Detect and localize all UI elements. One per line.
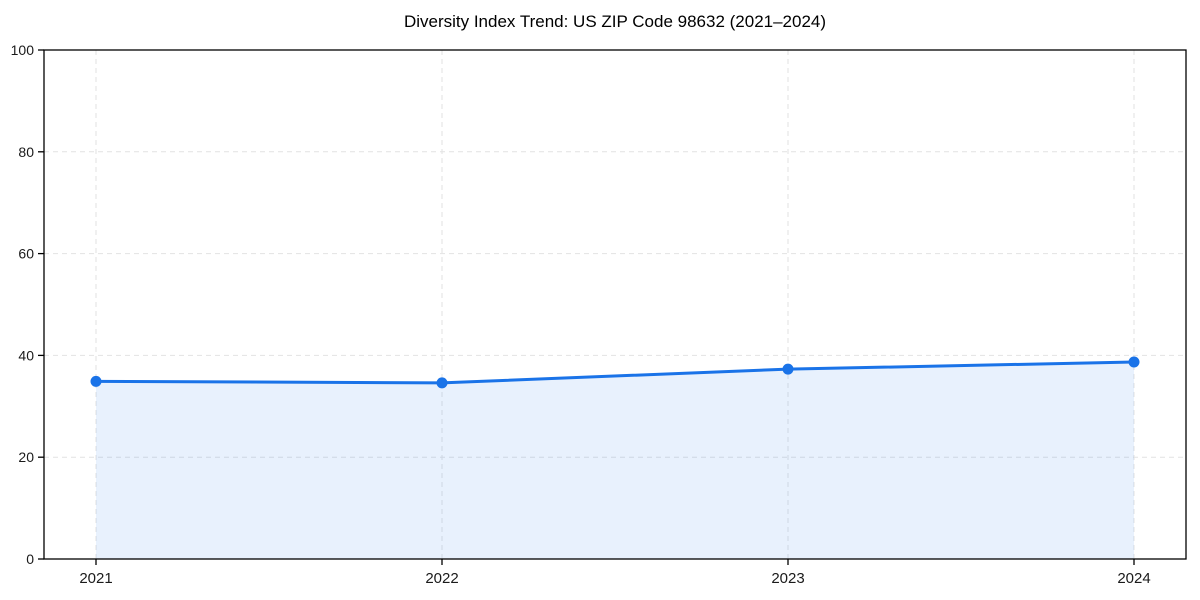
x-tick-label: 2021 <box>79 570 112 587</box>
data-point <box>782 363 794 375</box>
data-point <box>1128 356 1140 368</box>
plot-border <box>43 49 1187 560</box>
area-fill <box>96 362 1134 559</box>
x-tick-label: 2022 <box>425 570 458 587</box>
data-point <box>436 377 448 389</box>
y-tick-label: 20 <box>18 449 34 465</box>
x-tick-label: 2023 <box>771 570 804 587</box>
y-tick-label: 0 <box>26 551 34 567</box>
trend-line <box>94 360 1136 385</box>
data-point <box>90 375 102 387</box>
y-tick-label: 40 <box>18 347 34 363</box>
y-tick-label: 80 <box>18 144 34 160</box>
y-tick-label: 60 <box>18 246 34 262</box>
y-tick-label: 100 <box>11 42 35 58</box>
x-tick-label: 2024 <box>1117 570 1150 587</box>
chart-title: Diversity Index Trend: US ZIP Code 98632… <box>403 12 827 31</box>
